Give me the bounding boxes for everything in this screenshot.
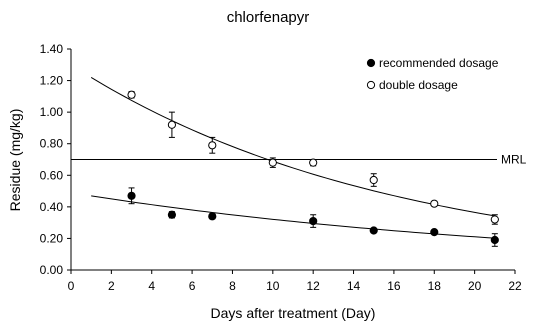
point-double <box>127 90 136 99</box>
x-tick-label: 4 <box>148 279 155 293</box>
x-tick-label: 10 <box>266 279 280 293</box>
reference-line-group: MRL <box>71 153 527 167</box>
point-double <box>430 199 439 208</box>
point-recommended <box>369 226 378 235</box>
legend-label-recommended: recommended dosage <box>379 56 499 70</box>
y-axis-title: Residue (mg/kg) <box>7 109 23 212</box>
legend-marker-recommended <box>366 58 376 68</box>
point-recommended <box>309 216 318 226</box>
y-tick-label: 0.00 <box>40 263 64 277</box>
point-double <box>490 215 499 224</box>
legend-label-double: double dosage <box>379 78 458 92</box>
point-recommended <box>208 212 217 221</box>
point-double <box>167 120 177 129</box>
y-tick-label: 1.20 <box>40 74 64 88</box>
x-tick-label: 6 <box>189 279 196 293</box>
point-recommended <box>167 210 177 219</box>
point-double <box>369 175 378 185</box>
x-tick-label: 12 <box>307 279 321 293</box>
y-tick-label: 0.60 <box>40 168 64 182</box>
legend: recommended dosage double dosage <box>366 56 499 92</box>
x-tick-label: 2 <box>108 279 115 293</box>
y-tick-label: 1.40 <box>40 42 64 56</box>
x-tick-label: 14 <box>347 279 361 293</box>
x-tick-label: 22 <box>508 279 522 293</box>
point-recommended <box>430 228 439 237</box>
x-tick-label: 8 <box>229 279 236 293</box>
legend-marker-double <box>366 80 376 90</box>
mrl-label: MRL <box>501 153 527 167</box>
x-tick-label: 18 <box>428 279 442 293</box>
point-recommended <box>127 191 136 200</box>
point-double <box>268 158 277 167</box>
x-tick-label: 0 <box>68 279 75 293</box>
y-tick-label: 0.20 <box>40 231 64 245</box>
point-double <box>208 141 217 150</box>
x-tick-label: 20 <box>468 279 482 293</box>
point-recommended <box>490 235 499 245</box>
x-tick-label: 16 <box>387 279 401 293</box>
chart-title: chlorfenapyr <box>227 9 310 26</box>
y-tick-label: 0.40 <box>40 200 64 214</box>
trend-line-recommended <box>91 195 495 239</box>
y-tick-label: 0.80 <box>40 137 64 151</box>
x-axis-title: Days after treatment (Day) <box>211 305 376 321</box>
data-points <box>127 90 499 247</box>
axes: 0.00 0.20 0.40 0.60 0.80 1.00 1.20 1.40 0 2 4 6 8 10 1… <box>40 42 522 293</box>
point-double <box>309 158 318 167</box>
trend-lines <box>90 76 495 239</box>
trend-line-double <box>90 76 495 217</box>
y-tick-label: 1.00 <box>40 105 64 119</box>
